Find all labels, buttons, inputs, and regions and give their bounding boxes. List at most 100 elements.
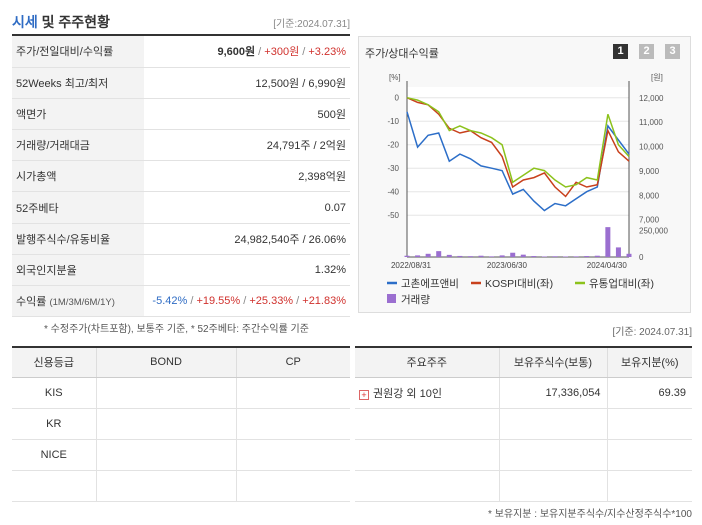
- right-tick-label: 10,000: [639, 143, 664, 152]
- row-label: 52주베타: [12, 191, 144, 224]
- ratio-cell: [606, 408, 692, 440]
- x-tick-label: 2024/04/30: [587, 261, 628, 270]
- chart-page-3-button[interactable]: 3: [665, 44, 680, 59]
- row-label: 거래량/거래대금: [12, 129, 144, 162]
- line-chart: 0 -10 -20 -30 -40 -50 [%] 12,000 11,000 10,000 9,0…: [387, 73, 668, 306]
- column-header: BOND: [95, 347, 236, 378]
- volume-tick-label: 0: [639, 253, 644, 262]
- table-row: 수익률 (1M/3M/6M/1Y) -5.42% / +19.55% / +25…: [12, 285, 350, 318]
- volume-bar: [626, 253, 632, 257]
- volume-bar: [457, 255, 463, 257]
- series-line: [406, 111, 630, 212]
- return-1y: +21.83%: [302, 295, 346, 308]
- left-axis-unit: [%]: [389, 73, 401, 82]
- row-label-sub: (1M/3M/6M/1Y): [49, 297, 115, 309]
- volume-bar: [415, 255, 421, 257]
- row-value: 500원: [144, 98, 350, 131]
- row-value: 9,600원 / +300원 / +3.23%: [144, 36, 350, 68]
- footnote-holding: * 보유지분 : 보유지분주식수/지수산정주식수*100: [488, 509, 692, 520]
- chart-page-1-button[interactable]: 1: [613, 44, 628, 59]
- y-tick-label: -10: [387, 117, 399, 126]
- shares-cell: [498, 408, 607, 440]
- table-row: [355, 408, 692, 440]
- price-rate: +3.23%: [308, 46, 346, 59]
- table-header-row: 신용등급 BOND CP: [12, 347, 350, 378]
- holder-name-cell: + 권원강 외 10인: [355, 377, 499, 409]
- right-tick-label: 7,000: [639, 216, 660, 225]
- volume-bar: [510, 252, 516, 257]
- return-1m: -5.42%: [152, 295, 188, 308]
- y-tick-label: 0: [395, 94, 400, 103]
- bond-cell: [95, 408, 236, 440]
- row-label-text: 수익률: [16, 296, 47, 309]
- bond-cell: [95, 377, 236, 409]
- footnote-quote: * 수정주가(차트포함), 보통주 기준, * 52주베타: 주간수익률 기준: [44, 324, 309, 335]
- y-tick-label: -50: [387, 211, 399, 220]
- cp-cell: [235, 408, 350, 440]
- section-header: 시세 및 주주현황 [기준:2024.07.31]: [12, 8, 350, 34]
- row-label: 액면가: [12, 98, 144, 131]
- legend-label: 거래량: [401, 294, 430, 306]
- chart-page-2-button[interactable]: 2: [639, 44, 654, 59]
- row-label: 수익률 (1M/3M/6M/1Y): [12, 285, 144, 318]
- column-header: 주요주주: [355, 347, 499, 378]
- table-row: 발행주식수/유동비율 24,982,540주 / 26.06%: [12, 223, 350, 255]
- ratio-cell: [606, 470, 692, 502]
- volume-bar: [446, 254, 452, 257]
- agency-cell: NICE: [12, 439, 96, 471]
- column-header: 보유주식수(보통): [498, 347, 607, 378]
- cp-cell: [235, 377, 350, 409]
- column-header: 보유지분(%): [606, 347, 692, 378]
- quote-table: 주가/전일대비/수익률 9,600원 / +300원 / +3.23% 52We…: [12, 36, 350, 318]
- volume-bar: [436, 251, 442, 257]
- right-tick-label: 9,000: [639, 167, 660, 176]
- table-row: 액면가 500원: [12, 98, 350, 131]
- y-tick-label: -30: [387, 164, 399, 173]
- return-3m: +19.55%: [196, 295, 241, 308]
- holder-name: 권원강 외 10인: [373, 387, 442, 400]
- row-value: 24,982,540주 / 26.06%: [144, 223, 350, 255]
- return-6m: +25.33%: [249, 295, 294, 308]
- bond-cell: [95, 439, 236, 471]
- right-tick-label: 11,000: [639, 118, 663, 127]
- ratio-cell: 69.39: [606, 377, 692, 409]
- y-tick-label: -40: [387, 188, 399, 197]
- reference-date: [기준:2024.07.31]: [273, 19, 350, 30]
- table-row: 외국인지분율 1.32%: [12, 254, 350, 287]
- legend-swatch: [387, 294, 396, 303]
- volume-bar: [594, 255, 600, 257]
- table-row: [355, 470, 692, 502]
- agency-cell: KR: [12, 408, 96, 440]
- expand-plus-icon[interactable]: +: [359, 389, 369, 400]
- row-value: 12,500원 / 6,990원: [144, 67, 350, 99]
- table-row: [355, 439, 692, 471]
- row-label: 외국인지분율: [12, 254, 144, 287]
- volume-bar: [573, 256, 579, 257]
- plot-background: [407, 87, 629, 257]
- legend-label: 고촌에프앤비: [401, 278, 459, 290]
- shareholder-table: 주요주주 보유주식수(보통) 보유지분(%) + 권원강 외 10인 17,336…: [355, 346, 692, 502]
- row-label: 52Weeks 최고/최저: [12, 67, 144, 99]
- table-row: NICE: [12, 439, 350, 471]
- holder-name-cell: [355, 470, 499, 502]
- volume-bar: [478, 255, 484, 257]
- header-divider: [12, 34, 350, 36]
- right-tick-label: 12,000: [639, 94, 664, 103]
- row-label: 시가총액: [12, 160, 144, 193]
- row-label: 주가/전일대비/수익률: [12, 36, 144, 68]
- volume-bar: [499, 255, 505, 257]
- volume-bar: [489, 256, 495, 257]
- volume-tick-label: 250,000: [639, 226, 668, 235]
- price-change: +300원: [264, 46, 300, 59]
- shares-cell: 17,336,054: [498, 377, 607, 409]
- volume-bar: [531, 256, 537, 257]
- footnote-date: [기준: 2024.07.31]: [612, 327, 692, 338]
- volume-bar: [467, 256, 473, 257]
- table-row: KIS: [12, 377, 350, 409]
- volume-bar: [541, 256, 547, 257]
- row-value: 1.32%: [144, 254, 350, 287]
- table-header-row: 주요주주 보유주식수(보통) 보유지분(%): [355, 347, 692, 378]
- y-tick-label: -20: [387, 141, 399, 150]
- table-row: KR: [12, 408, 350, 440]
- series-line: [406, 96, 630, 188]
